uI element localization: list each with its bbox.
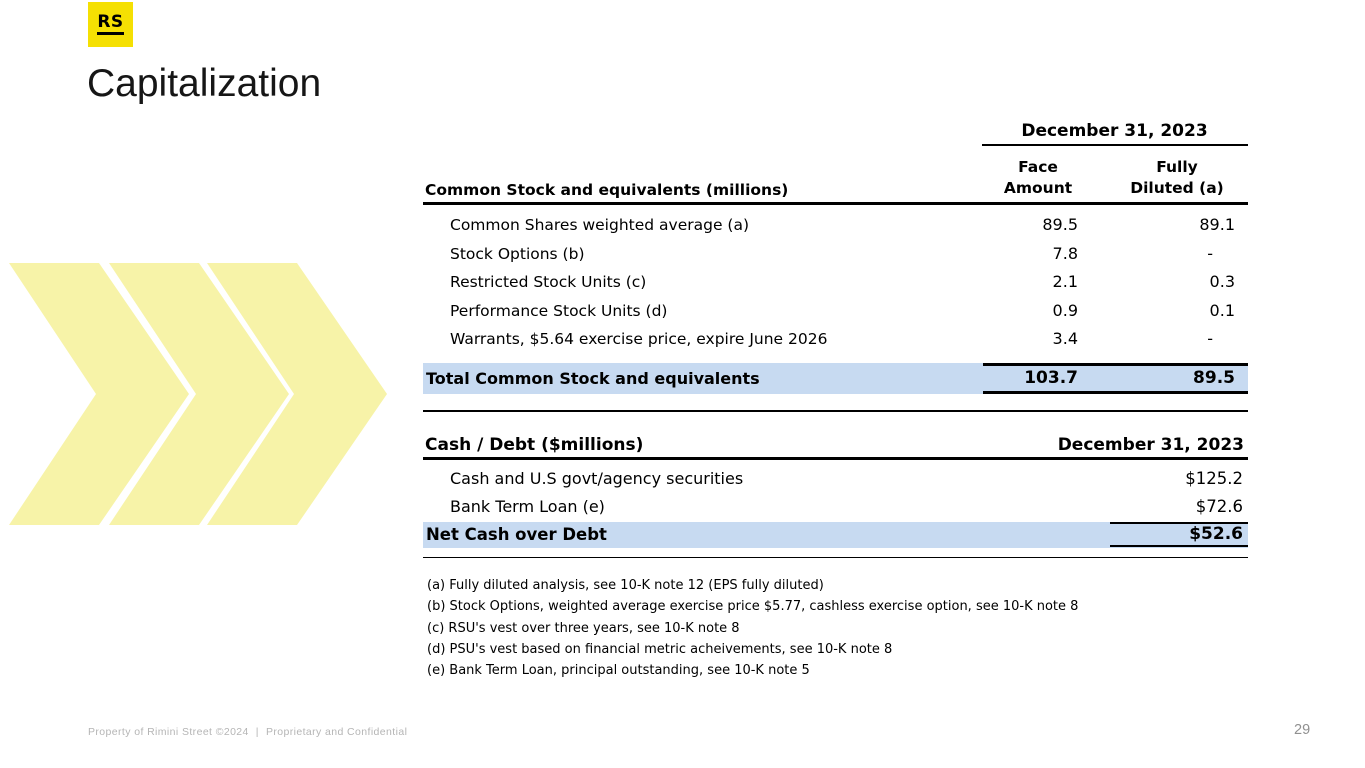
footnote-c: (c) RSU's vest over three years, see 10-… <box>427 620 740 636</box>
row-label: Bank Term Loan (e) <box>450 496 605 516</box>
row-value: $125.2 <box>1185 469 1243 488</box>
cap-total-face: 103.7 <box>1024 368 1078 388</box>
row-face-value: 2.1 <box>1052 272 1078 292</box>
cap-total-label: Total Common Stock and equivalents <box>426 369 760 388</box>
table-row: Performance Stock Units (d) 0.9 0.1 <box>423 297 1248 326</box>
cap-col-face-line2: Amount <box>1003 178 1073 197</box>
cash-bottom-rule <box>423 556 1248 558</box>
cash-total-row: Net Cash over Debt $52.6 <box>423 522 1248 548</box>
cash-debt-table: Cash / Debt ($millions) December 31, 202… <box>423 434 1248 560</box>
row-diluted-value: 0.1 <box>1209 300 1235 320</box>
row-label: Warrants, $5.64 exercise price, expire J… <box>450 330 828 349</box>
footer: Property of Rimini Street ©2024 | Propriet… <box>88 726 407 738</box>
cap-total-values: 103.7 89.5 <box>983 363 1248 394</box>
row-face-value: 7.8 <box>1052 243 1078 263</box>
cap-period-header: December 31, 2023 <box>1021 121 1208 141</box>
cap-total-row: Total Common Stock and equivalents 103.7… <box>423 363 1248 394</box>
footnote-d: (d) PSU's vest based on financial metric… <box>427 641 893 657</box>
footer-left: Property of Rimini Street ©2024 <box>88 726 249 738</box>
table-row: Restricted Stock Units (c) 2.1 0.3 <box>423 268 1248 297</box>
row-face-value: 3.4 <box>1052 329 1078 349</box>
cap-total-diluted: 89.5 <box>1193 368 1235 388</box>
footnotes: (a) Fully diluted analysis, see 10-K not… <box>427 575 1078 681</box>
page-title: Capitalization <box>87 62 322 105</box>
row-label: Common Shares weighted average (a) <box>450 216 750 234</box>
cap-col-face-line1: Face <box>1018 158 1058 176</box>
row-face-value: 89.5 <box>1042 215 1078 234</box>
row-diluted-value: 0.3 <box>1209 272 1235 292</box>
footer-separator: | <box>255 726 259 738</box>
row-value: $72.6 <box>1195 496 1243 516</box>
footnote-a: (a) Fully diluted analysis, see 10-K not… <box>427 578 824 593</box>
table-row: Common Shares weighted average (a) 89.5 … <box>423 211 1248 240</box>
chevron-decoration-icon <box>9 263 387 525</box>
cap-bottom-rule <box>423 410 1248 412</box>
cap-col-diluted-line2: Diluted (a) <box>1130 178 1224 197</box>
row-diluted-value: - <box>1207 243 1213 263</box>
row-diluted-value: 89.1 <box>1199 215 1235 234</box>
cap-header-rule <box>423 202 1248 205</box>
footer-right: Proprietary and Confidential <box>265 726 408 738</box>
row-label: Restricted Stock Units (c) <box>450 273 647 292</box>
table-row: Warrants, $5.64 exercise price, expire J… <box>423 325 1248 354</box>
row-label: Performance Stock Units (d) <box>450 301 668 320</box>
footnote-e: (e) Bank Term Loan, principal outstandin… <box>427 663 810 679</box>
row-diluted-value: - <box>1207 329 1213 349</box>
page-number: 29 <box>1294 722 1311 738</box>
cap-table-body: Common Shares weighted average (a) 89.5 … <box>423 211 1248 354</box>
cash-total-label: Net Cash over Debt <box>426 525 607 544</box>
row-label: Cash and U.S govt/agency securities <box>450 469 744 488</box>
cap-col-header-diluted: Fully Diluted (a) <box>1101 157 1253 198</box>
row-face-value: 0.9 <box>1052 300 1078 320</box>
cash-table-header: Cash / Debt ($millions) December 31, 202… <box>423 435 1248 456</box>
cash-period-header: December 31, 2023 <box>1057 435 1244 455</box>
company-logo: RS <box>88 2 133 47</box>
capitalization-table: December 31, 2023 Face Amount Fully Dilu… <box>423 119 1248 415</box>
cap-period-underline <box>982 144 1248 146</box>
cap-col-diluted-line1: Fully <box>1156 158 1198 176</box>
footnote-b: (b) Stock Options, weighted average exer… <box>427 599 1079 615</box>
table-row: Stock Options (b) 7.8 - <box>423 240 1248 269</box>
cash-total-value: $52.6 <box>1110 522 1248 547</box>
cash-header-rule <box>423 457 1248 460</box>
logo-text: RS <box>97 14 124 35</box>
row-label: Stock Options (b) <box>450 244 585 263</box>
table-row: Cash and U.S govt/agency securities $125… <box>423 465 1248 493</box>
cash-table-body: Cash and U.S govt/agency securities $125… <box>423 465 1248 520</box>
cap-col-header-face: Face Amount <box>978 157 1098 198</box>
cap-row-header: Common Stock and equivalents (millions) <box>425 181 789 199</box>
table-row: Bank Term Loan (e) $72.6 <box>423 493 1248 521</box>
cash-header-label: Cash / Debt ($millions) <box>425 435 644 455</box>
